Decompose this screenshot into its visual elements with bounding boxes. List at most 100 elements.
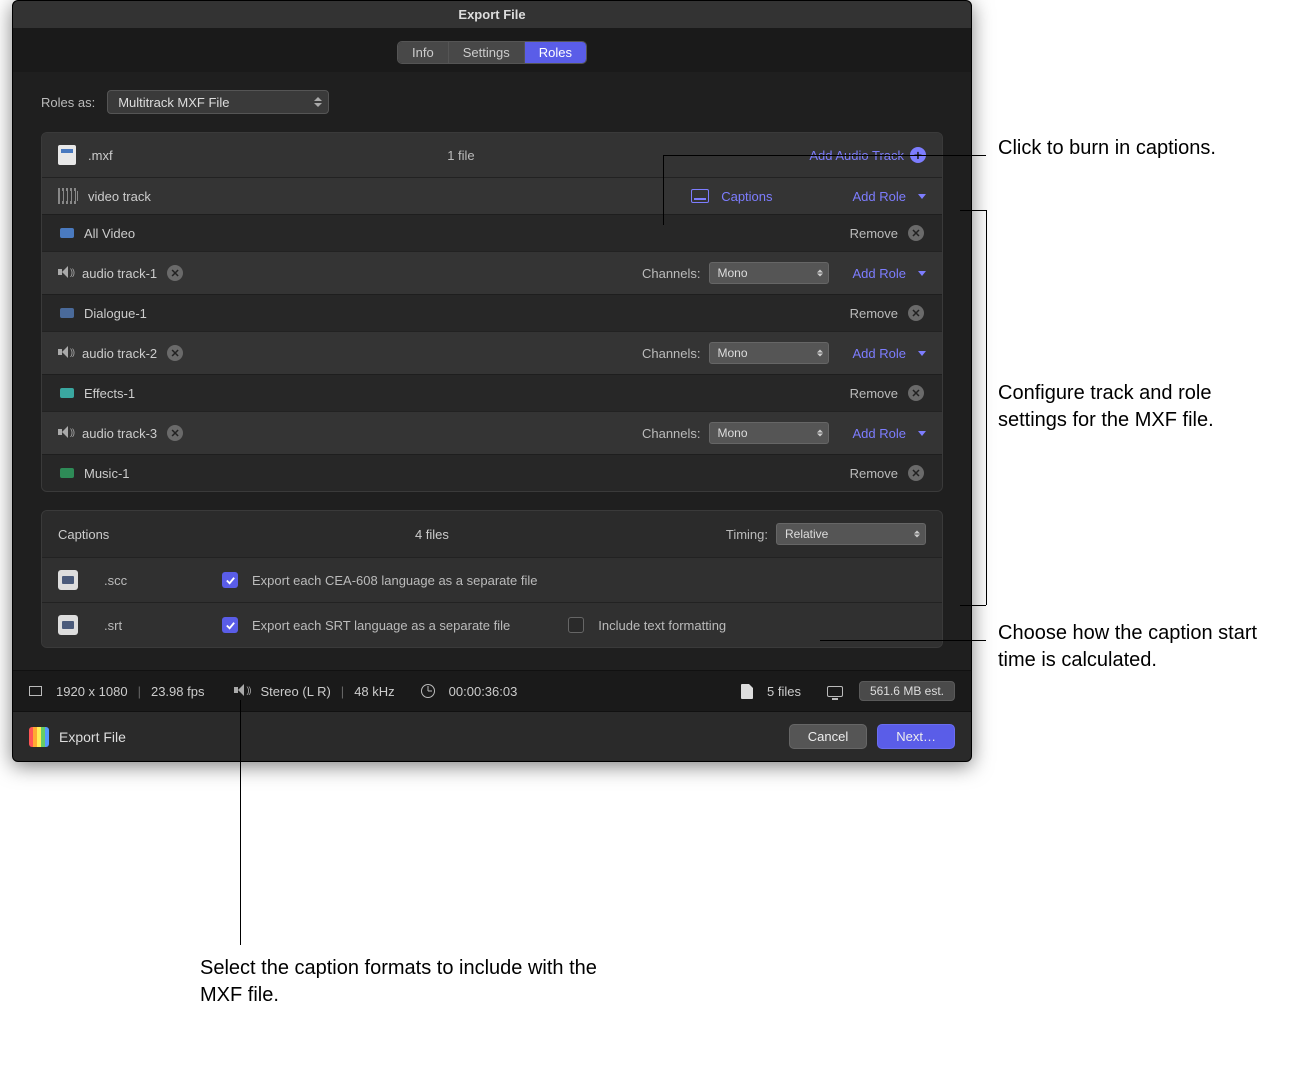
captions-count: 4 files: [138, 527, 726, 542]
timing-select[interactable]: Relative: [776, 523, 926, 545]
audio-1-role-row: Dialogue-1 Remove ✕: [42, 294, 942, 331]
annotation-caption-formats: Select the caption formats to include wi…: [200, 955, 600, 1009]
video-role-remove[interactable]: Remove: [850, 226, 898, 241]
role-color-chip: [60, 308, 74, 318]
caption-file-icon: [58, 615, 78, 635]
caption-row-srt: .srt Export each SRT language as a separ…: [42, 602, 942, 647]
scc-cb-label: Export each CEA-608 language as a separa…: [252, 573, 537, 588]
roles-as-select[interactable]: Multitrack MXF File: [107, 90, 329, 114]
annotation-bracket: [986, 210, 987, 605]
cancel-button[interactable]: Cancel: [789, 724, 867, 749]
chevron-down-icon: [918, 351, 926, 356]
video-role-name: All Video: [84, 226, 135, 241]
content-area: Roles as: Multitrack MXF File .mxf 1 fil…: [13, 72, 971, 670]
monitor-icon: [827, 686, 843, 697]
audio-track-1-row: )) audio track-1 ✕ Channels: Mono Add Ro…: [42, 251, 942, 294]
status-bar: 1920 x 1080 | 23.98 fps )) Stereo (L R) …: [13, 670, 971, 711]
audio-3-channels-label: Channels:: [642, 426, 701, 441]
srt-checkbox[interactable]: [222, 617, 238, 633]
annotation-bracket: [960, 605, 986, 606]
audio-1-name: audio track-1: [82, 266, 157, 281]
resolution-icon: [29, 686, 42, 696]
audio-3-channels-select[interactable]: Mono: [709, 422, 829, 444]
srt-cb-label: Export each SRT language as a separate f…: [252, 618, 510, 633]
audio-1-role-remove[interactable]: Remove: [850, 306, 898, 321]
status-duration: 00:00:36:03: [449, 684, 518, 699]
audio-track-3-row: )) audio track-3 ✕ Channels: Mono Add Ro…: [42, 411, 942, 454]
audio-2-role-name: Effects-1: [84, 386, 135, 401]
audio-1-remove-icon[interactable]: ✕: [167, 265, 183, 281]
audio-1-add-role-button[interactable]: Add Role: [853, 266, 926, 281]
footer-title: Export File: [59, 729, 126, 745]
audio-1-channels-select[interactable]: Mono: [709, 262, 829, 284]
audio-2-add-role-label: Add Role: [853, 346, 906, 361]
file-panel: .mxf 1 file Add Audio Track + video trac…: [41, 132, 943, 492]
remove-icon[interactable]: ✕: [908, 385, 924, 401]
caption-file-icon: [58, 570, 78, 590]
tab-settings[interactable]: Settings: [448, 42, 524, 63]
captions-header: Captions 4 files Timing: Relative: [42, 511, 942, 557]
captions-icon: [691, 189, 709, 203]
roles-as-label: Roles as:: [41, 95, 95, 110]
scc-checkbox[interactable]: [222, 572, 238, 588]
remove-icon[interactable]: ✕: [908, 465, 924, 481]
status-res: 1920 x 1080: [56, 684, 128, 699]
tab-roles[interactable]: Roles: [524, 42, 586, 63]
next-button[interactable]: Next…: [877, 724, 955, 749]
video-add-role-label: Add Role: [853, 189, 906, 204]
footer-bar: Export File Cancel Next…: [13, 711, 971, 761]
remove-icon[interactable]: ✕: [908, 305, 924, 321]
annotation-lead: [820, 640, 986, 641]
window-title: Export File: [458, 7, 525, 22]
annotation-bracket: [960, 210, 986, 211]
audio-1-channels-label: Channels:: [642, 266, 701, 281]
audio-2-add-role-button[interactable]: Add Role: [853, 346, 926, 361]
annotation-timing: Choose how the caption start time is cal…: [998, 620, 1258, 674]
app-icon: [29, 727, 49, 747]
audio-1-channels-value: Mono: [718, 266, 748, 280]
audio-3-remove-icon[interactable]: ✕: [167, 425, 183, 441]
audio-2-role-remove[interactable]: Remove: [850, 386, 898, 401]
audio-2-name: audio track-2: [82, 346, 157, 361]
speaker-icon: )): [58, 426, 72, 440]
roles-as-value: Multitrack MXF File: [118, 95, 229, 110]
audio-3-add-role-label: Add Role: [853, 426, 906, 441]
captions-burn-button[interactable]: Captions: [691, 189, 772, 204]
audio-2-channels-label: Channels:: [642, 346, 701, 361]
srt-formatting-checkbox[interactable]: [568, 617, 584, 633]
video-track-name: video track: [88, 189, 151, 204]
mxf-file-icon: [58, 145, 76, 165]
roles-as-row: Roles as: Multitrack MXF File: [41, 90, 943, 114]
annotation-burn-captions: Click to burn in captions.: [998, 135, 1258, 162]
file-ext: .mxf: [88, 148, 113, 163]
audio-2-remove-icon[interactable]: ✕: [167, 345, 183, 361]
tab-info[interactable]: Info: [398, 42, 448, 63]
status-fps: 23.98 fps: [151, 684, 205, 699]
chevron-down-icon: [918, 271, 926, 276]
audio-3-role-remove[interactable]: Remove: [850, 466, 898, 481]
annotation-lead: [240, 700, 241, 945]
export-window: Export File Info Settings Roles Roles as…: [12, 0, 972, 762]
clock-icon: [421, 684, 435, 698]
chevron-down-icon: [918, 431, 926, 436]
video-add-role-button[interactable]: Add Role: [853, 189, 926, 204]
tab-segmented-control: Info Settings Roles: [397, 41, 587, 64]
srt-formatting-label: Include text formatting: [598, 618, 726, 633]
annotation-lead: [663, 155, 986, 156]
chevron-down-icon: [918, 194, 926, 199]
status-audio: Stereo (L R): [260, 684, 330, 699]
video-role-row: All Video Remove ✕: [42, 214, 942, 251]
role-color-chip: [60, 388, 74, 398]
role-color-chip: [60, 468, 74, 478]
caption-row-scc: .scc Export each CEA-608 language as a s…: [42, 557, 942, 602]
audio-2-channels-value: Mono: [718, 346, 748, 360]
audio-3-add-role-button[interactable]: Add Role: [853, 426, 926, 441]
speaker-icon: )): [58, 346, 72, 360]
remove-icon[interactable]: ✕: [908, 225, 924, 241]
tab-toolbar: Info Settings Roles: [13, 29, 971, 72]
status-size: 561.6 MB est.: [859, 681, 955, 701]
audio-3-channels-value: Mono: [718, 426, 748, 440]
audio-2-channels-select[interactable]: Mono: [709, 342, 829, 364]
audio-3-role-name: Music-1: [84, 466, 130, 481]
status-rate: 48 kHz: [354, 684, 394, 699]
